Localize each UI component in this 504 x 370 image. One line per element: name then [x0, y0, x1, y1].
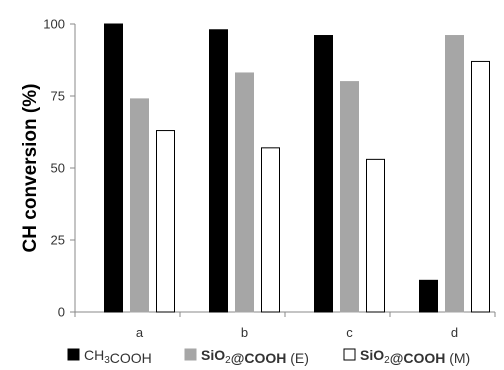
x-tick-label: c: [346, 325, 353, 340]
y-tick-label: 100: [43, 17, 65, 32]
bar-d-series-3: [471, 60, 490, 313]
legend: CH3COOH SiO2@COOH (E) SiO2@COOH (M): [67, 347, 470, 366]
legend-swatch: [184, 348, 197, 361]
bar-d-series-1: [419, 279, 438, 313]
x-tick-label: b: [241, 325, 248, 340]
y-tick-label: 25: [51, 233, 65, 248]
bar-c-series-3: [366, 158, 385, 313]
bar-a-series-1: [104, 23, 123, 313]
bar-b-series-3: [261, 147, 280, 313]
bar-d-series-2: [445, 35, 464, 313]
bars: [104, 23, 490, 313]
legend-swatch: [67, 348, 80, 361]
y-tick-label: 50: [51, 161, 65, 176]
bar-a-series-3: [156, 130, 175, 313]
x-tick-labels: a b c d: [136, 325, 458, 340]
x-tick-label: a: [136, 325, 144, 340]
legend-label: SiO2@COOH (E): [201, 347, 309, 366]
legend-label: CH3COOH: [84, 347, 152, 366]
bar-a-series-2: [130, 98, 149, 313]
bar-c-series-2: [340, 81, 359, 313]
x-tick-label: d: [451, 325, 458, 340]
y-tick-label: 0: [58, 305, 65, 320]
legend-swatch: [343, 348, 356, 361]
y-axis-label: CH conversion (%): [20, 84, 41, 253]
legend-label: SiO2@COOH (M): [360, 347, 470, 366]
bar-b-series-2: [235, 72, 254, 313]
y-tick-label: 75: [51, 89, 65, 104]
bar-c-series-1: [314, 35, 333, 313]
bar-b-series-1: [209, 29, 228, 313]
